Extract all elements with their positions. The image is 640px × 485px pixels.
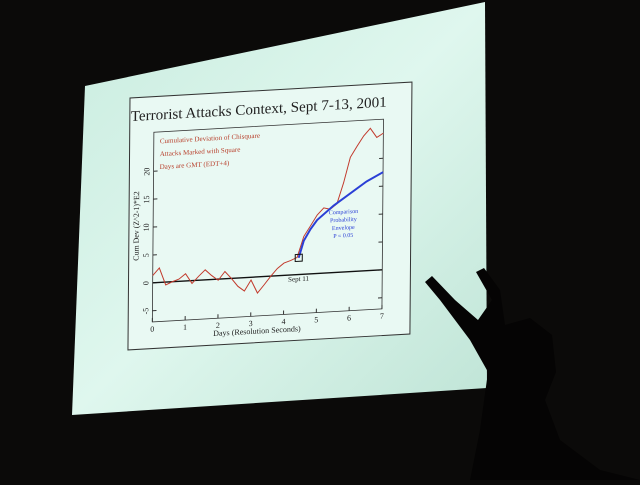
marker-label: Sept 11 <box>288 275 310 284</box>
envelope-label: P = 0.05 <box>333 233 353 240</box>
x-tick-label: 7 <box>380 312 384 321</box>
y-tick-label: 5 <box>142 253 151 257</box>
y-tick-label: 20 <box>142 167 151 175</box>
x-tick-label: 4 <box>281 317 285 326</box>
y-tick-label: -5 <box>141 308 150 315</box>
x-tick-label: 1 <box>183 323 187 332</box>
y-tick-label: 15 <box>142 195 151 203</box>
x-tick-label: 5 <box>314 315 318 324</box>
x-tick-label: 3 <box>249 319 253 328</box>
y-tick-label: 10 <box>142 223 151 231</box>
y-tick-label: 0 <box>141 281 150 285</box>
y-axis-label: Cum Dev (Z^2-1)*E2 <box>132 191 142 261</box>
x-tick-label: 2 <box>216 321 220 330</box>
x-tick-label: 0 <box>150 325 154 334</box>
chart: Terrorist Attacks Context, Sept 7-13, 20… <box>128 82 412 350</box>
x-tick-label: 6 <box>347 313 351 322</box>
